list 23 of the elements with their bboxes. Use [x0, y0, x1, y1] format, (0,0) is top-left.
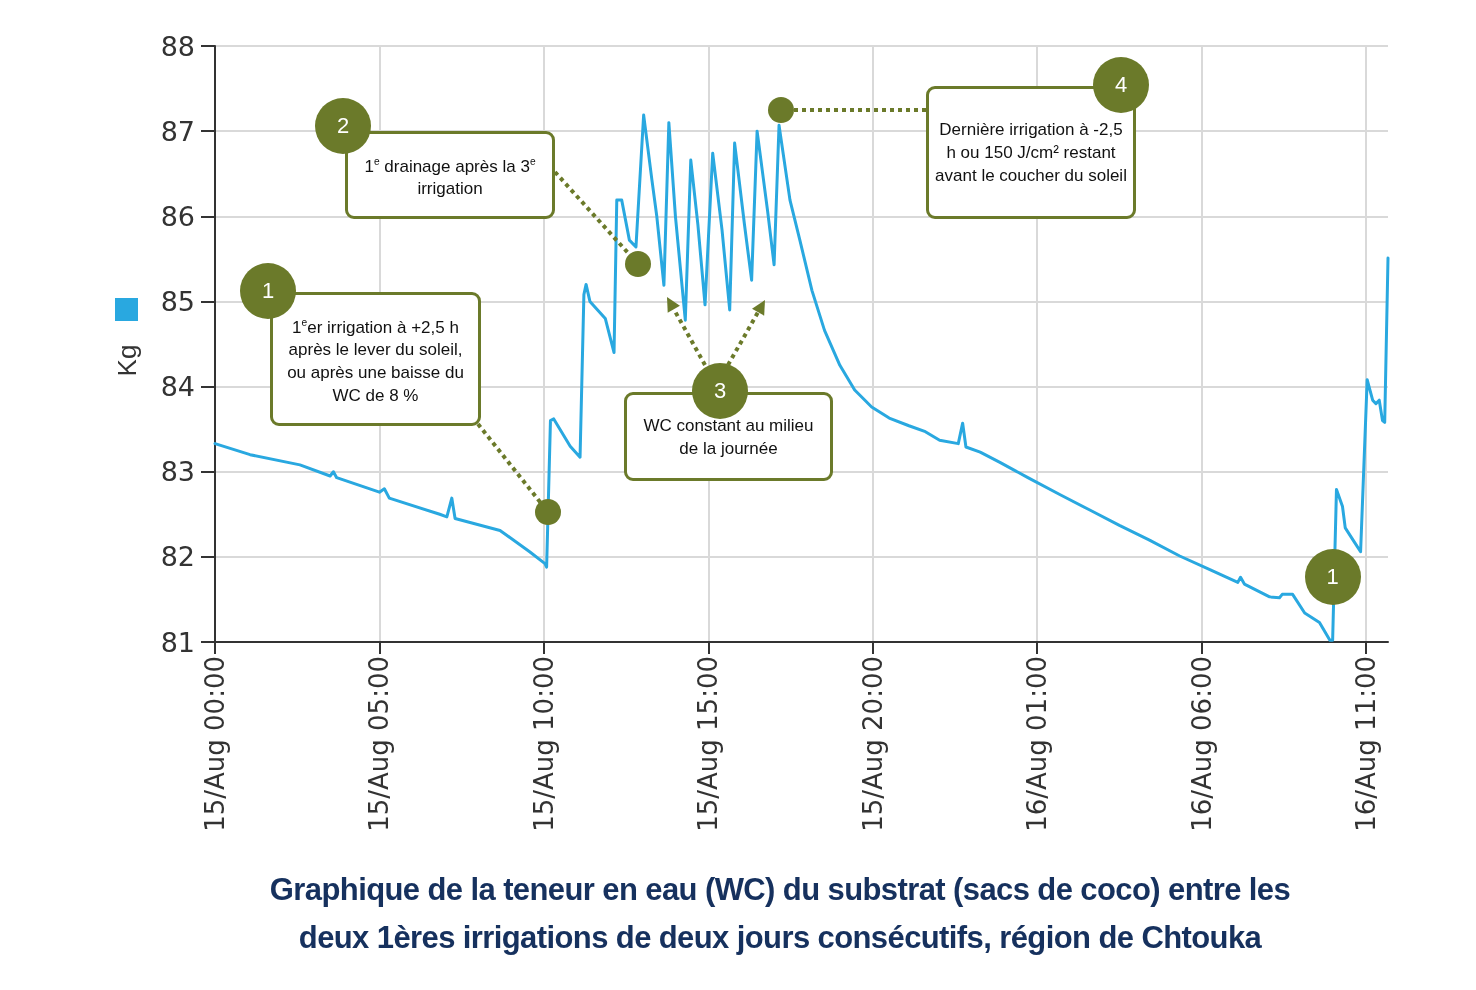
x-tick-label: 16/Aug 01:00 — [1022, 656, 1053, 832]
x-tick-label: 15/Aug 05:00 — [364, 656, 395, 832]
y-tick-label: 82 — [160, 541, 195, 573]
y-tick-label: 81 — [160, 626, 195, 658]
y-tick-label: 87 — [160, 115, 195, 147]
annotation: 2 — [315, 98, 371, 154]
x-tick-label: 15/Aug 10:00 — [528, 656, 559, 832]
x-tick-label: 16/Aug 11:00 — [1351, 656, 1382, 832]
annotation: 1 — [240, 263, 296, 319]
annotation: 1 — [1304, 549, 1361, 606]
y-tick-label: 84 — [160, 371, 195, 403]
annotation: WC constant au milieu de la journée — [642, 414, 815, 460]
y-tick-label: 83 — [160, 456, 195, 488]
y-tick-label: 88 — [160, 30, 195, 62]
x-tick-label: 16/Aug 06:00 — [1186, 656, 1217, 832]
text: Graphique de la teneur en eau (WC) du substrat (sacs de coco) entre les deux 1ères irrigations de deux jours consécutifs, région de Chtouka — [268, 871, 1292, 957]
annotation: Dernière irrigation à -2,5 h ou 150 J/cm² restant avant le coucher du soleil — [935, 119, 1127, 187]
x-tick-label: 15/Aug 00:00 — [200, 656, 230, 832]
x-tick-label: 15/Aug 15:00 — [693, 656, 724, 832]
y-axis-title: Kg — [112, 344, 144, 376]
y-tick-label: 85 — [160, 285, 195, 317]
x-tick-label: 15/Aug 20:00 — [857, 656, 888, 832]
y-tick-label: 86 — [160, 200, 195, 232]
